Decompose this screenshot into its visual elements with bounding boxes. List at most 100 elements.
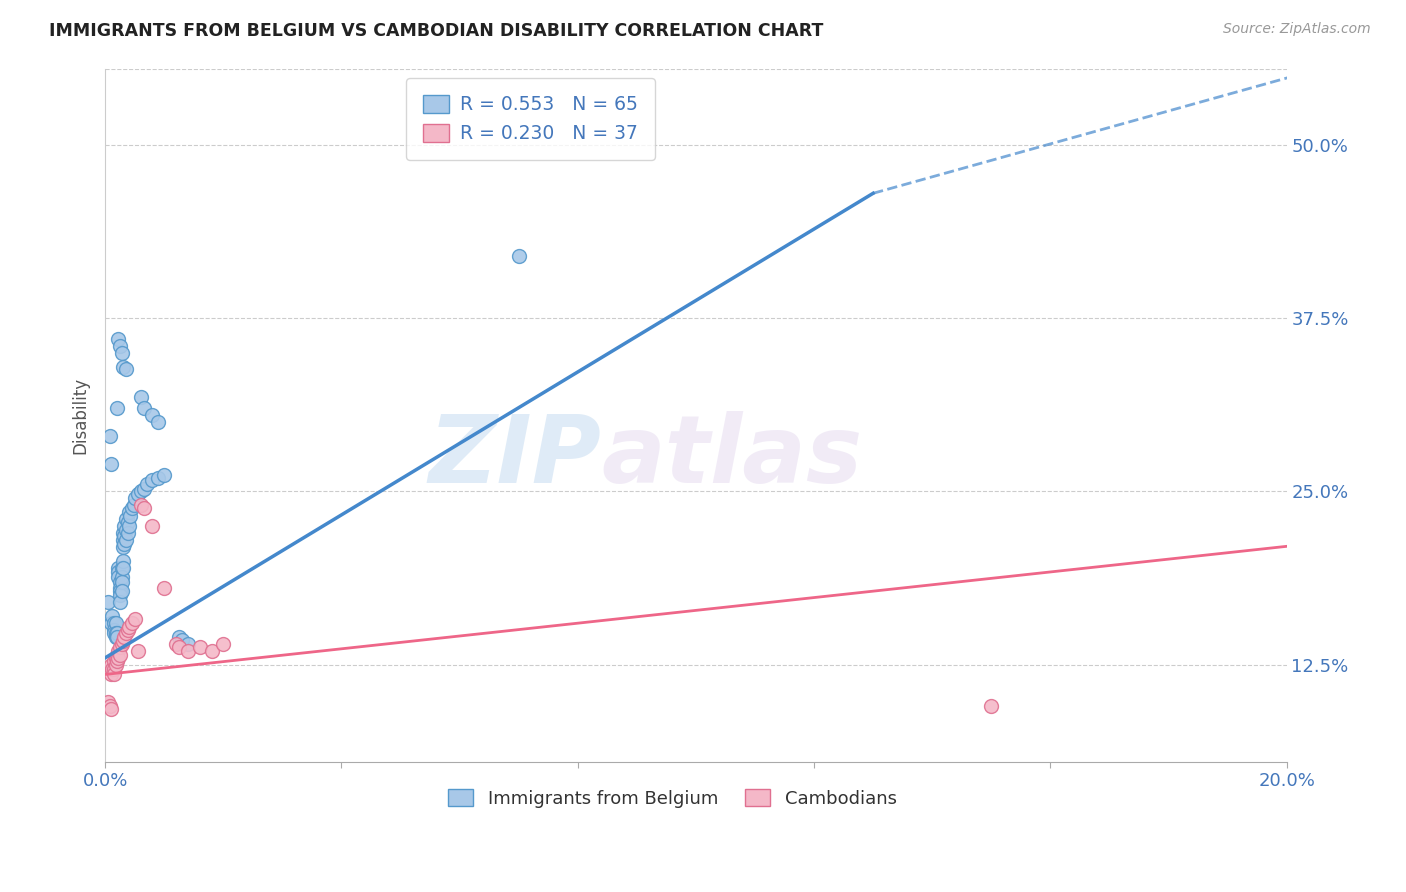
Point [100,457,122,471]
Point [111,570,134,584]
Point [108,640,131,654]
Point [108,339,131,353]
Point [105,401,128,416]
Point [103,667,125,681]
Point [141,519,163,533]
Point [177,637,200,651]
Point [98,429,121,443]
Point [111,526,134,541]
Point [167,630,190,644]
Point [111,554,134,568]
Point [508,249,530,263]
Point [117,623,139,637]
Point [100,702,122,716]
Point [115,533,138,547]
Point [200,644,222,658]
Point [170,632,193,647]
Point [105,630,128,644]
Point [97,695,120,709]
Point [100,657,122,672]
Point [103,654,125,668]
Point [117,526,139,541]
Point [107,332,129,346]
Point [100,667,122,681]
Point [111,345,134,359]
Point [103,623,125,637]
Text: IMMIGRANTS FROM BELGIUM VS CAMBODIAN DISABILITY CORRELATION CHART: IMMIGRANTS FROM BELGIUM VS CAMBODIAN DIS… [49,22,824,40]
Point [141,408,163,422]
Point [104,650,127,665]
Point [107,570,129,584]
Point [121,616,143,631]
Point [115,625,138,640]
Point [212,637,235,651]
Point [107,644,129,658]
Point [111,533,134,547]
Text: ZIP: ZIP [429,410,602,503]
Point [105,625,128,640]
Point [103,616,125,631]
Point [104,630,127,644]
Point [108,582,131,596]
Text: Source: ZipAtlas.com: Source: ZipAtlas.com [1223,22,1371,37]
Point [167,640,190,654]
Point [122,498,145,512]
Y-axis label: Disability: Disability [72,376,89,454]
Point [121,501,143,516]
Point [124,491,146,506]
Point [980,699,1002,714]
Point [112,537,135,551]
Point [108,648,131,662]
Point [135,477,157,491]
Point [177,644,200,658]
Point [188,640,211,654]
Point [117,515,139,529]
Point [118,509,141,524]
Point [98,699,121,714]
Point [118,505,141,519]
Point [115,362,138,376]
Point [132,501,155,516]
Point [111,637,134,651]
Point [132,482,155,496]
Point [129,390,152,404]
Point [108,588,131,602]
Point [129,484,152,499]
Point [111,359,134,374]
Point [111,634,134,648]
Point [111,560,134,574]
Point [165,637,187,651]
Point [104,657,127,672]
Point [107,565,129,579]
Point [115,523,138,537]
Point [127,487,149,501]
Point [103,625,125,640]
Point [100,616,122,631]
Point [111,560,134,574]
Point [108,574,131,589]
Point [112,630,135,644]
Point [107,560,129,574]
Point [112,529,135,543]
Point [103,662,125,676]
Point [148,415,170,429]
Point [104,625,127,640]
Point [108,595,131,609]
Point [124,612,146,626]
Point [111,540,134,554]
Point [111,584,134,599]
Point [153,467,176,482]
Text: atlas: atlas [602,410,863,503]
Point [127,644,149,658]
Point [115,512,138,526]
Point [141,473,163,487]
Point [111,574,134,589]
Point [104,616,127,631]
Point [101,609,124,624]
Point [118,620,141,634]
Point [148,470,170,484]
Point [132,401,155,416]
Point [153,582,176,596]
Point [105,648,128,662]
Point [108,584,131,599]
